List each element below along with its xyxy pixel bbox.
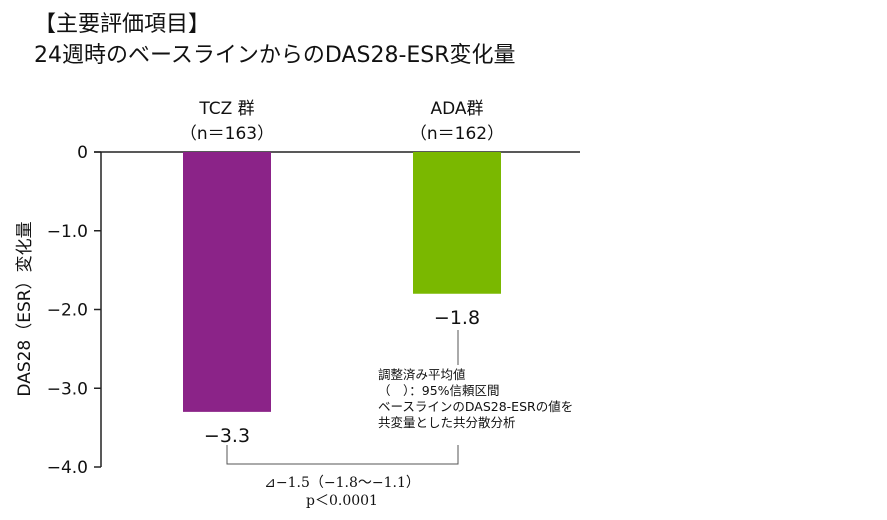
- note-line-4: 共変量とした共分散分析: [378, 415, 516, 430]
- y-tick-label: −2.0: [47, 301, 88, 321]
- note-line-1: 調整済み平均値: [378, 367, 466, 382]
- p-value-label: p＜0.0001: [306, 493, 378, 509]
- chart-title-line2: 24週時のベースラインからのDAS28-ESR変化量: [34, 43, 516, 68]
- y-axis-label: DAS28（ESR）変化量: [15, 221, 35, 396]
- group-n-tcz: （n＝163）: [180, 124, 274, 144]
- bar-ada: [413, 152, 501, 294]
- chart-title-line1: 【主要評価項目】: [34, 12, 211, 37]
- note-line-2: （ ）：95%信頼区間: [378, 383, 500, 398]
- comparison-bracket: [226, 445, 459, 465]
- value-label-tcz: −3.3: [204, 425, 250, 447]
- y-tick-label: −1.0: [47, 222, 88, 242]
- y-tick-label: −3.0: [47, 379, 88, 399]
- group-label-tcz: TCZ 群: [198, 99, 254, 119]
- value-label-ada: −1.8: [434, 307, 480, 329]
- y-tick-label: 0: [77, 143, 88, 163]
- y-tick-label: −4.0: [47, 458, 88, 478]
- note-line-3: ベースラインのDAS28-ESRの値を: [378, 399, 573, 414]
- group-label-ada: ADA群: [430, 99, 483, 119]
- group-n-ada: （n＝162）: [410, 124, 504, 144]
- bar-tcz: [183, 152, 271, 412]
- difference-label: ⊿−1.5（−1.8〜−1.1）: [264, 475, 420, 491]
